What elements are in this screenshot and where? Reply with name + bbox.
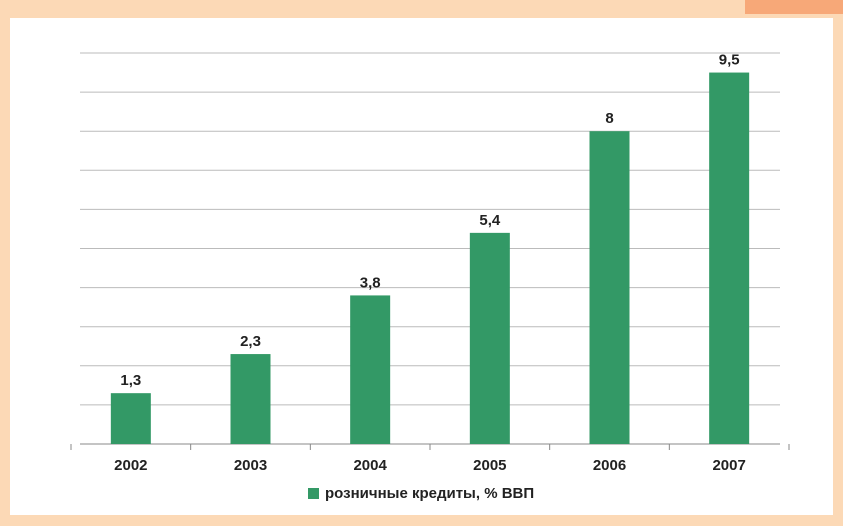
x-tick-label: 2005 [473, 457, 506, 474]
x-tick-label: 2002 [114, 457, 147, 474]
bar [589, 131, 630, 444]
x-tick-label: 2006 [593, 457, 626, 474]
bar [469, 232, 510, 444]
corner-tab [745, 0, 843, 14]
legend-swatch [308, 488, 319, 499]
value-label: 5,4 [479, 212, 501, 229]
bar [709, 72, 750, 445]
x-tick-label: 2003 [234, 457, 267, 474]
bar [350, 295, 391, 444]
bar [230, 354, 271, 444]
bar [110, 393, 151, 444]
x-tick-label: 2004 [353, 457, 387, 474]
x-tick-label: 2007 [712, 457, 745, 474]
value-label: 2,3 [240, 333, 261, 350]
value-label: 3,8 [360, 274, 381, 291]
value-label: 9,5 [719, 52, 740, 69]
value-label: 1,3 [120, 372, 141, 389]
legend-label: розничные кредиты, % ВВП [325, 485, 534, 502]
value-label: 8 [605, 110, 613, 127]
